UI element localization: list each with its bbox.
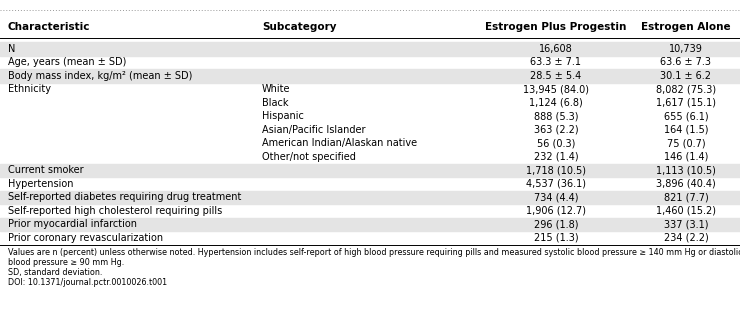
Text: Other/not specified: Other/not specified <box>262 152 356 162</box>
Text: 13,945 (84.0): 13,945 (84.0) <box>523 84 589 94</box>
Text: 28.5 ± 5.4: 28.5 ± 5.4 <box>531 71 582 81</box>
Text: 1,906 (12.7): 1,906 (12.7) <box>526 206 586 216</box>
Text: 4,537 (36.1): 4,537 (36.1) <box>526 179 586 189</box>
Text: 63.3 ± 7.1: 63.3 ± 7.1 <box>531 57 582 67</box>
Text: Values are n (percent) unless otherwise noted. Hypertension includes self-report: Values are n (percent) unless otherwise … <box>8 248 740 257</box>
Text: Subcategory: Subcategory <box>262 22 337 32</box>
Text: Current smoker: Current smoker <box>8 165 84 175</box>
Text: Estrogen Plus Progestin: Estrogen Plus Progestin <box>485 22 627 32</box>
Text: 63.6 ± 7.3: 63.6 ± 7.3 <box>661 57 711 67</box>
Text: 56 (0.3): 56 (0.3) <box>536 138 575 148</box>
Text: blood pressure ≥ 90 mm Hg.: blood pressure ≥ 90 mm Hg. <box>8 258 124 267</box>
Text: Self-reported diabetes requiring drug treatment: Self-reported diabetes requiring drug tr… <box>8 192 241 202</box>
Text: 10,739: 10,739 <box>669 44 703 54</box>
Bar <box>0 42 740 56</box>
Text: 1,617 (15.1): 1,617 (15.1) <box>656 98 716 108</box>
Text: Black: Black <box>262 98 289 108</box>
Text: 8,082 (75.3): 8,082 (75.3) <box>656 84 716 94</box>
Text: 3,896 (40.4): 3,896 (40.4) <box>656 179 716 189</box>
Text: SD, standard deviation.: SD, standard deviation. <box>8 268 102 277</box>
Text: Asian/Pacific Islander: Asian/Pacific Islander <box>262 125 366 135</box>
Text: Estrogen Alone: Estrogen Alone <box>641 22 731 32</box>
Bar <box>0 164 740 177</box>
Text: 734 (4.4): 734 (4.4) <box>534 192 578 202</box>
Text: 337 (3.1): 337 (3.1) <box>664 219 708 229</box>
Text: Hypertension: Hypertension <box>8 179 73 189</box>
Text: 16,608: 16,608 <box>539 44 573 54</box>
Text: 1,113 (10.5): 1,113 (10.5) <box>656 165 716 175</box>
Text: 363 (2.2): 363 (2.2) <box>534 125 579 135</box>
Bar <box>0 69 740 83</box>
Text: Characteristic: Characteristic <box>8 22 90 32</box>
Text: 146 (1.4): 146 (1.4) <box>664 152 708 162</box>
Text: N: N <box>8 44 16 54</box>
Text: Prior coronary revascularization: Prior coronary revascularization <box>8 233 163 243</box>
Text: Hispanic: Hispanic <box>262 111 304 121</box>
Text: Prior myocardial infarction: Prior myocardial infarction <box>8 219 137 229</box>
Text: 1,124 (6.8): 1,124 (6.8) <box>529 98 583 108</box>
Text: 234 (2.2): 234 (2.2) <box>664 233 708 243</box>
Text: 75 (0.7): 75 (0.7) <box>667 138 705 148</box>
Text: Body mass index, kg/m² (mean ± SD): Body mass index, kg/m² (mean ± SD) <box>8 71 192 81</box>
Text: 296 (1.8): 296 (1.8) <box>534 219 578 229</box>
Text: 888 (5.3): 888 (5.3) <box>534 111 578 121</box>
Bar <box>0 191 740 204</box>
Text: 30.1 ± 6.2: 30.1 ± 6.2 <box>661 71 711 81</box>
Text: Self-reported high cholesterol requiring pills: Self-reported high cholesterol requiring… <box>8 206 222 216</box>
Text: 215 (1.3): 215 (1.3) <box>534 233 579 243</box>
Text: White: White <box>262 84 291 94</box>
Bar <box>0 218 740 231</box>
Text: 1,460 (15.2): 1,460 (15.2) <box>656 206 716 216</box>
Text: 164 (1.5): 164 (1.5) <box>664 125 708 135</box>
Text: 232 (1.4): 232 (1.4) <box>534 152 579 162</box>
Text: Ethnicity: Ethnicity <box>8 84 51 94</box>
Text: 655 (6.1): 655 (6.1) <box>664 111 708 121</box>
Text: 821 (7.7): 821 (7.7) <box>664 192 708 202</box>
Text: 1,718 (10.5): 1,718 (10.5) <box>526 165 586 175</box>
Text: DOI: 10.1371/journal.pctr.0010026.t001: DOI: 10.1371/journal.pctr.0010026.t001 <box>8 278 167 287</box>
Text: Age, years (mean ± SD): Age, years (mean ± SD) <box>8 57 127 67</box>
Text: American Indian/Alaskan native: American Indian/Alaskan native <box>262 138 417 148</box>
